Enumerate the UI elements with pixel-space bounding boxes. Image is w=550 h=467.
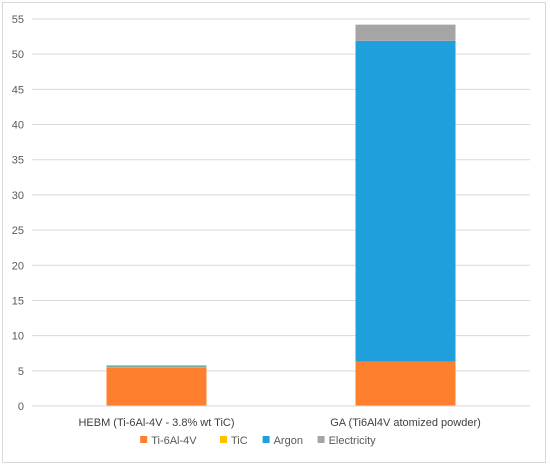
y-tick-label: 25 bbox=[12, 225, 24, 237]
legend-swatch bbox=[140, 436, 148, 443]
legend-label: Ti-6Al-4V bbox=[151, 435, 197, 447]
bars bbox=[106, 24, 456, 406]
y-tick-label: 20 bbox=[12, 260, 24, 272]
y-tick-label: 5 bbox=[18, 366, 24, 378]
y-tick-label: 45 bbox=[12, 84, 24, 96]
legend-swatch bbox=[317, 436, 325, 443]
x-category-label: GA (Ti6Al4V atomized powder) bbox=[330, 417, 481, 429]
y-tick-label: 35 bbox=[12, 155, 24, 167]
y-axis-ticks: 0 5 10 15 20 25 30 35 40 45 50 55 bbox=[12, 14, 24, 413]
bar-segment bbox=[106, 367, 207, 406]
y-tick-label: 0 bbox=[18, 401, 24, 413]
legend: Ti-6Al-4V TiC Argon Electricity bbox=[140, 435, 376, 447]
legend-label: TiC bbox=[231, 435, 248, 447]
y-tick-label: 50 bbox=[12, 49, 24, 61]
legend-swatch bbox=[220, 436, 227, 443]
bar-segment bbox=[106, 366, 207, 368]
y-tick-label: 30 bbox=[12, 190, 24, 202]
category-labels: HEBM (Ti-6Al-4V - 3.8% wt TiC) GA (Ti6Al4… bbox=[78, 417, 480, 429]
legend-label: Electricity bbox=[329, 435, 377, 447]
bar-segment bbox=[355, 361, 456, 406]
legend-swatch bbox=[262, 436, 270, 443]
x-category-label: HEBM (Ti-6Al-4V - 3.8% wt TiC) bbox=[78, 417, 234, 429]
y-tick-label: 40 bbox=[12, 120, 24, 132]
y-tick-label: 10 bbox=[12, 331, 24, 343]
y-tick-label: 55 bbox=[12, 14, 24, 26]
bar-segment bbox=[355, 40, 456, 362]
bar-segment bbox=[106, 365, 207, 366]
y-tick-label: 15 bbox=[12, 295, 24, 307]
bar-segment bbox=[106, 365, 207, 367]
legend-label: Argon bbox=[274, 435, 303, 447]
bar-segment bbox=[355, 24, 456, 41]
